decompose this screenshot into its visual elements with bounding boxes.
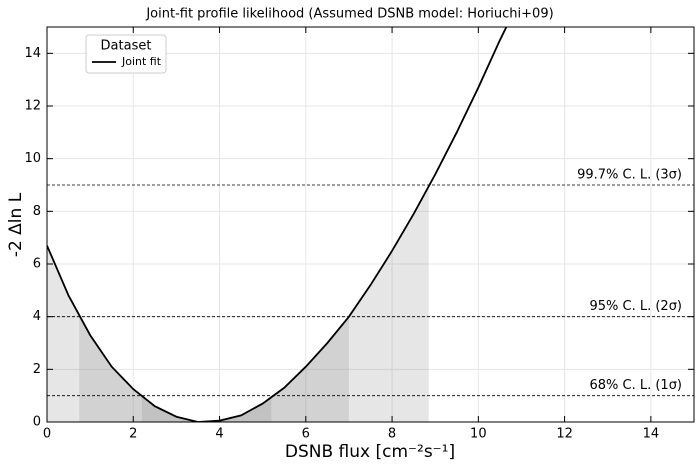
line	[47, 27, 508, 422]
y-tick-label: 6	[33, 257, 41, 272]
chart-title: Joint-fit profile likelihood (Assumed DS…	[145, 7, 553, 22]
level-label: 99.7% C. L. (3σ)	[577, 168, 682, 183]
level-label: 68% C. L. (1σ)	[589, 378, 682, 393]
y-tick-label: 8	[33, 204, 41, 219]
y-tick-label: 0	[33, 415, 41, 430]
confidence-band	[141, 395, 272, 422]
y-tick-label: 14	[24, 46, 41, 61]
plot-area	[47, 27, 694, 422]
x-tick-label: 4	[215, 427, 223, 442]
y-tick-label: 2	[33, 362, 41, 377]
level-label: 95% C. L. (2σ)	[589, 299, 682, 314]
y-tick-label: 4	[33, 309, 41, 324]
legend-box	[85, 34, 167, 74]
x-tick-label: 12	[556, 427, 573, 442]
x-tick-label: 6	[302, 427, 310, 442]
confidence-band	[47, 186, 429, 422]
legend-title: Dataset	[101, 39, 152, 54]
y-axis-label: -2 Δln L	[6, 192, 26, 257]
x-tick-label: 0	[43, 427, 51, 442]
legend-label: Joint fit	[121, 55, 162, 68]
confidence-band	[79, 315, 349, 422]
x-tick-label: 2	[129, 427, 137, 442]
x-axis-label: DSNB flux [cm⁻²s⁻¹]	[285, 442, 455, 462]
x-tick-label: 8	[388, 427, 396, 442]
y-tick-label: 12	[24, 99, 41, 114]
x-tick-label: 10	[470, 427, 487, 442]
x-tick-label: 14	[643, 427, 660, 442]
y-tick-label: 10	[24, 151, 41, 166]
plot-frame	[46, 26, 695, 423]
